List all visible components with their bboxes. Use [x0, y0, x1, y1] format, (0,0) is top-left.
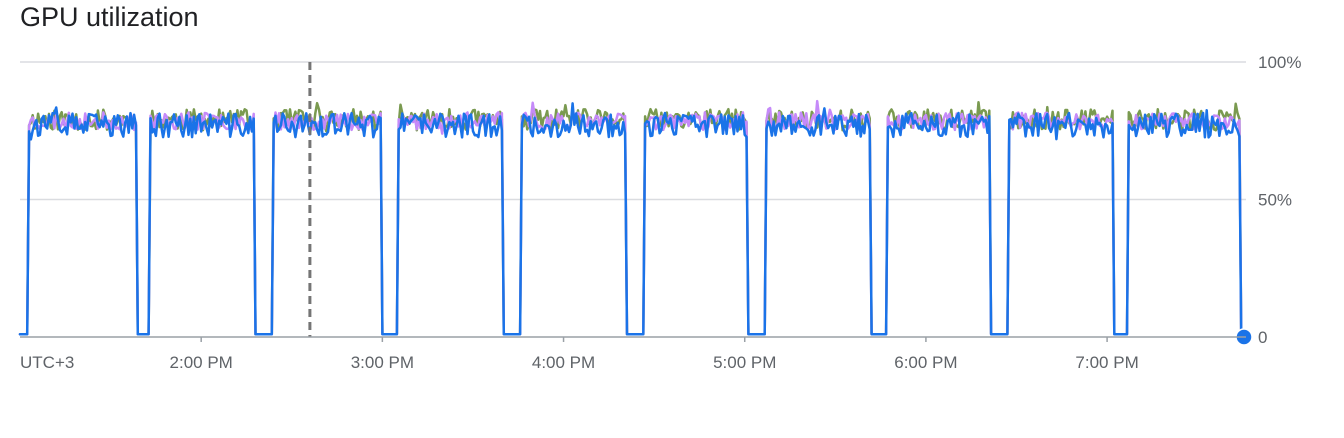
- x-tick-label: 7:00 PM: [1075, 353, 1138, 372]
- x-axis: [20, 336, 1246, 342]
- series-line-2: [18, 102, 1248, 339]
- timezone-label: UTC+3: [20, 353, 74, 372]
- y-tick-label: 50%: [1258, 191, 1292, 210]
- x-tick-label: 5:00 PM: [713, 353, 776, 372]
- chart-title: GPU utilization: [20, 2, 199, 32]
- y-tick-label: 100%: [1258, 53, 1301, 72]
- y-tick-label: 0: [1258, 328, 1267, 347]
- grid-lines: [20, 61, 1246, 201]
- hover-cursor: [308, 62, 1253, 346]
- x-tick-label: 4:00 PM: [532, 353, 595, 372]
- series-lines: [18, 99, 1248, 339]
- series-line-0: [18, 100, 1248, 339]
- x-tick-label: 2:00 PM: [170, 353, 233, 372]
- x-tick-label: 6:00 PM: [894, 353, 957, 372]
- x-tick-label: 3:00 PM: [351, 353, 414, 372]
- series-line-1: [18, 99, 1248, 339]
- tick-labels: 0 50% 100% UTC+3 2:00 PM 3:00 PM 4:00 PM 5:00 P…: [20, 53, 1301, 372]
